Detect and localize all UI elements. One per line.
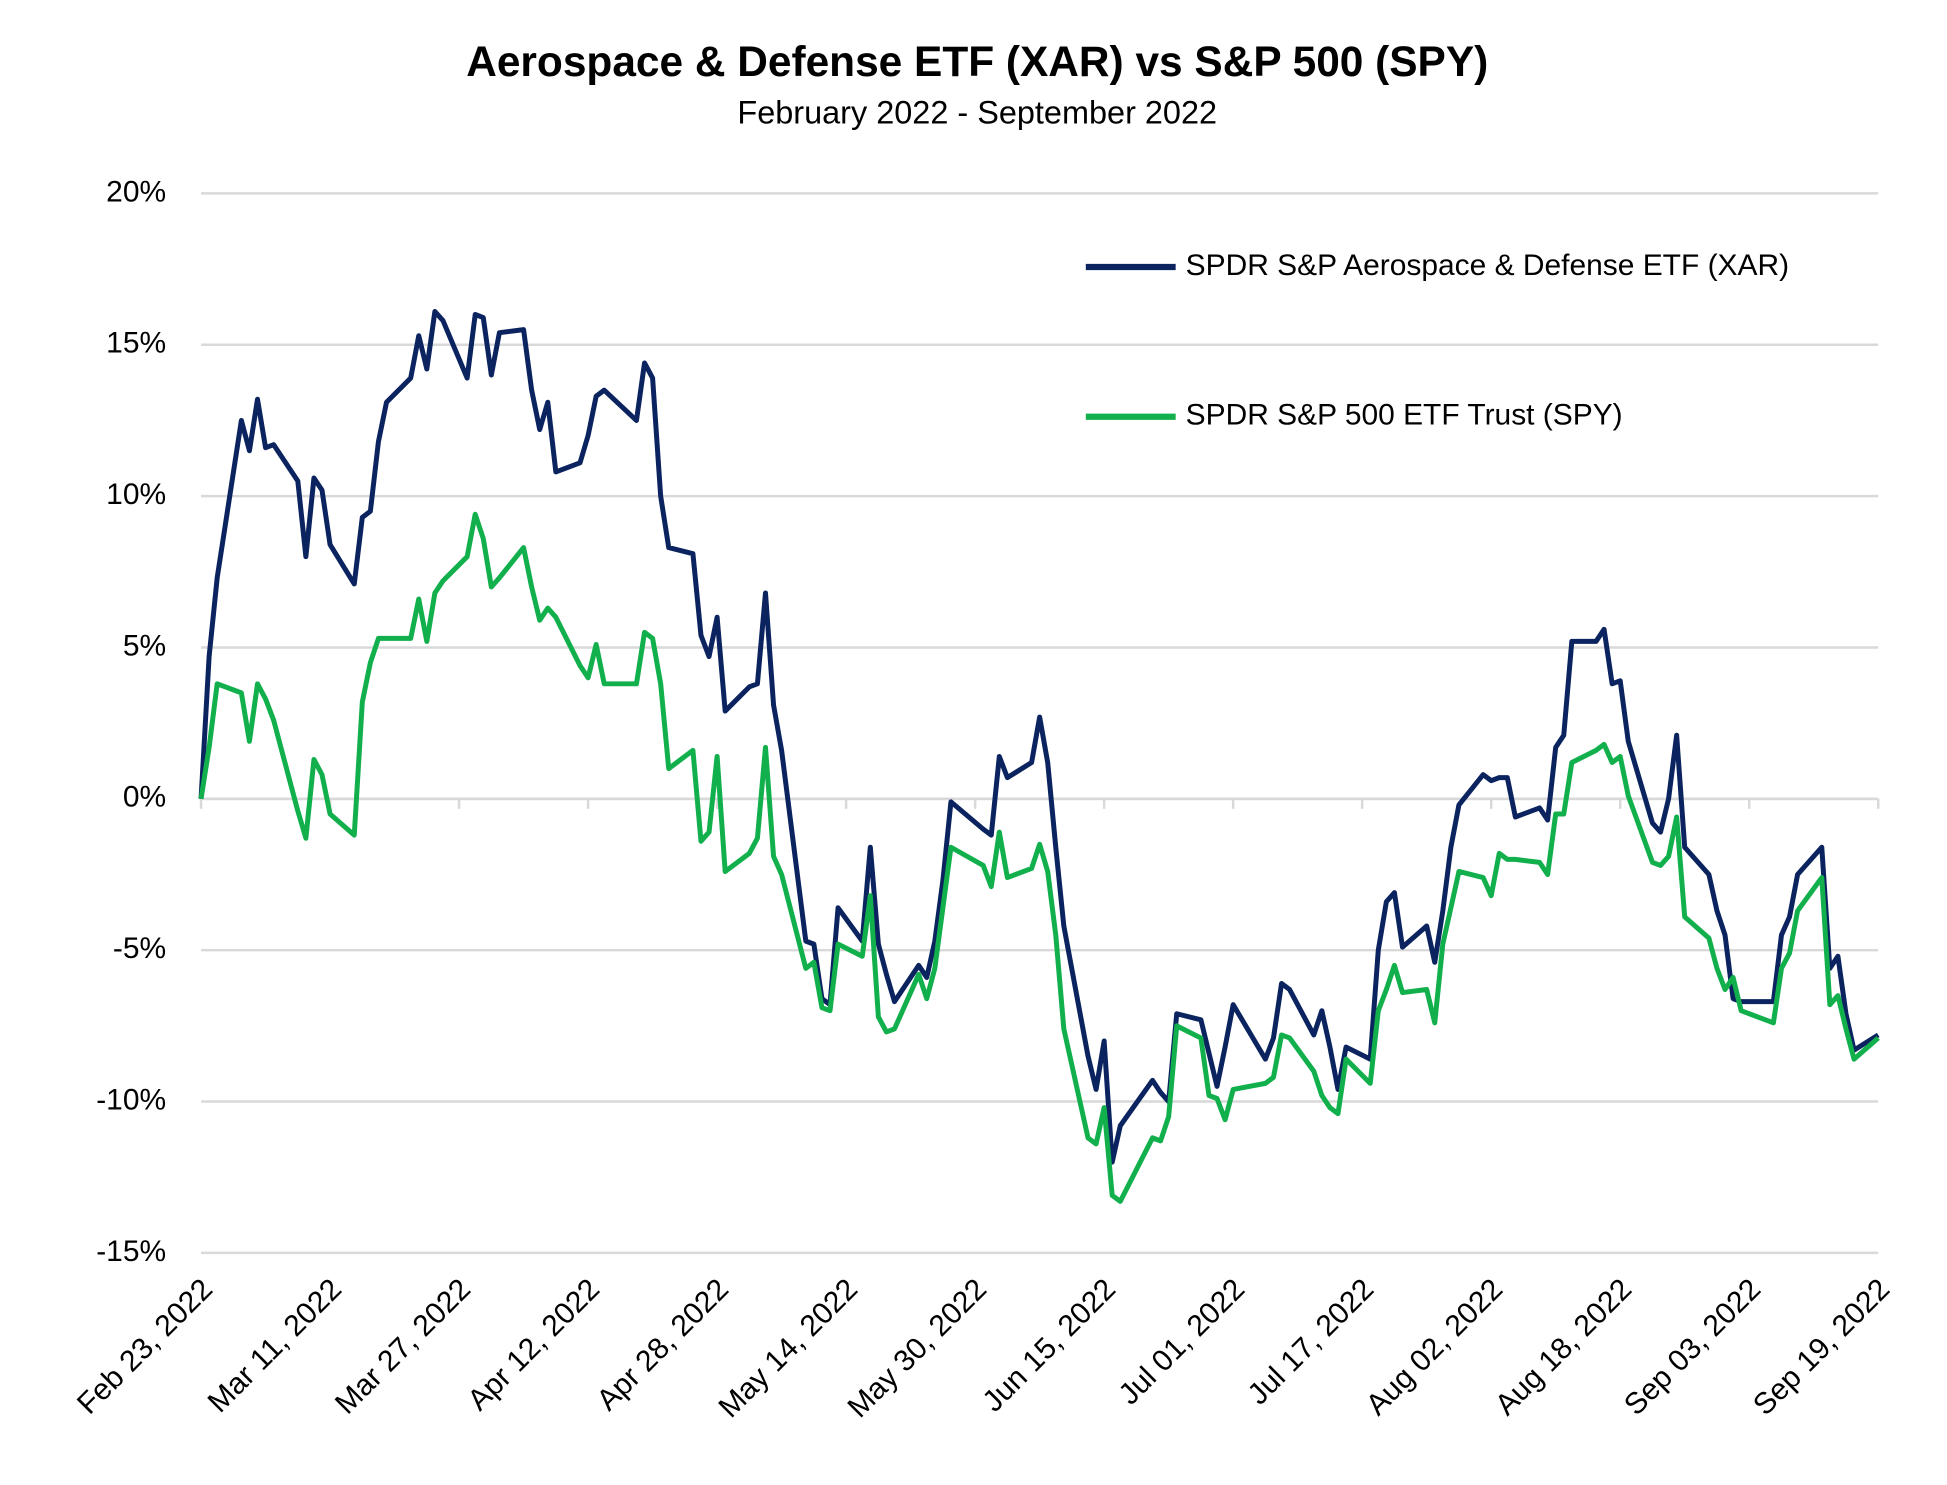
x-tick-label: Aug 18, 2022	[1489, 1273, 1638, 1422]
x-tick-label: Apr 28, 2022	[591, 1273, 736, 1418]
y-tick-label: -10%	[96, 1083, 166, 1116]
x-tick-label: Jul 01, 2022	[1113, 1273, 1252, 1412]
x-tick-label: Apr 12, 2022	[462, 1273, 607, 1418]
x-tick-label: May 30, 2022	[842, 1273, 994, 1425]
x-tick-label: Feb 23, 2022	[71, 1273, 219, 1421]
x-tick-label: Mar 27, 2022	[329, 1273, 477, 1421]
x-tick-label: Sep 19, 2022	[1747, 1273, 1896, 1422]
x-tick-label: Aug 02, 2022	[1360, 1273, 1509, 1422]
y-tick-label: -15%	[96, 1235, 166, 1268]
y-tick-label: 5%	[123, 629, 166, 662]
x-tick-label: Jul 17, 2022	[1242, 1273, 1381, 1412]
y-tick-label: 20%	[106, 175, 166, 208]
chart-title: Aerospace & Defense ETF (XAR) vs S&P 500…	[466, 38, 1488, 85]
y-tick-label: -5%	[113, 932, 166, 965]
y-tick-label: 0%	[123, 781, 166, 814]
series-line	[198, 511, 1880, 1204]
legend-label: SPDR S&P Aerospace & Defense ETF (XAR)	[1186, 249, 1789, 282]
chart-subtitle: February 2022 - September 2022	[737, 94, 1217, 130]
x-tick-label: Mar 11, 2022	[202, 1273, 349, 1420]
y-tick-label: 15%	[106, 327, 166, 360]
y-tick-label: 10%	[106, 478, 166, 511]
x-tick-label: Jun 15, 2022	[976, 1273, 1122, 1419]
x-tick-label: Sep 03, 2022	[1618, 1273, 1767, 1422]
series-line	[198, 308, 1880, 1165]
legend-label: SPDR S&P 500 ETF Trust (SPY)	[1186, 399, 1623, 432]
